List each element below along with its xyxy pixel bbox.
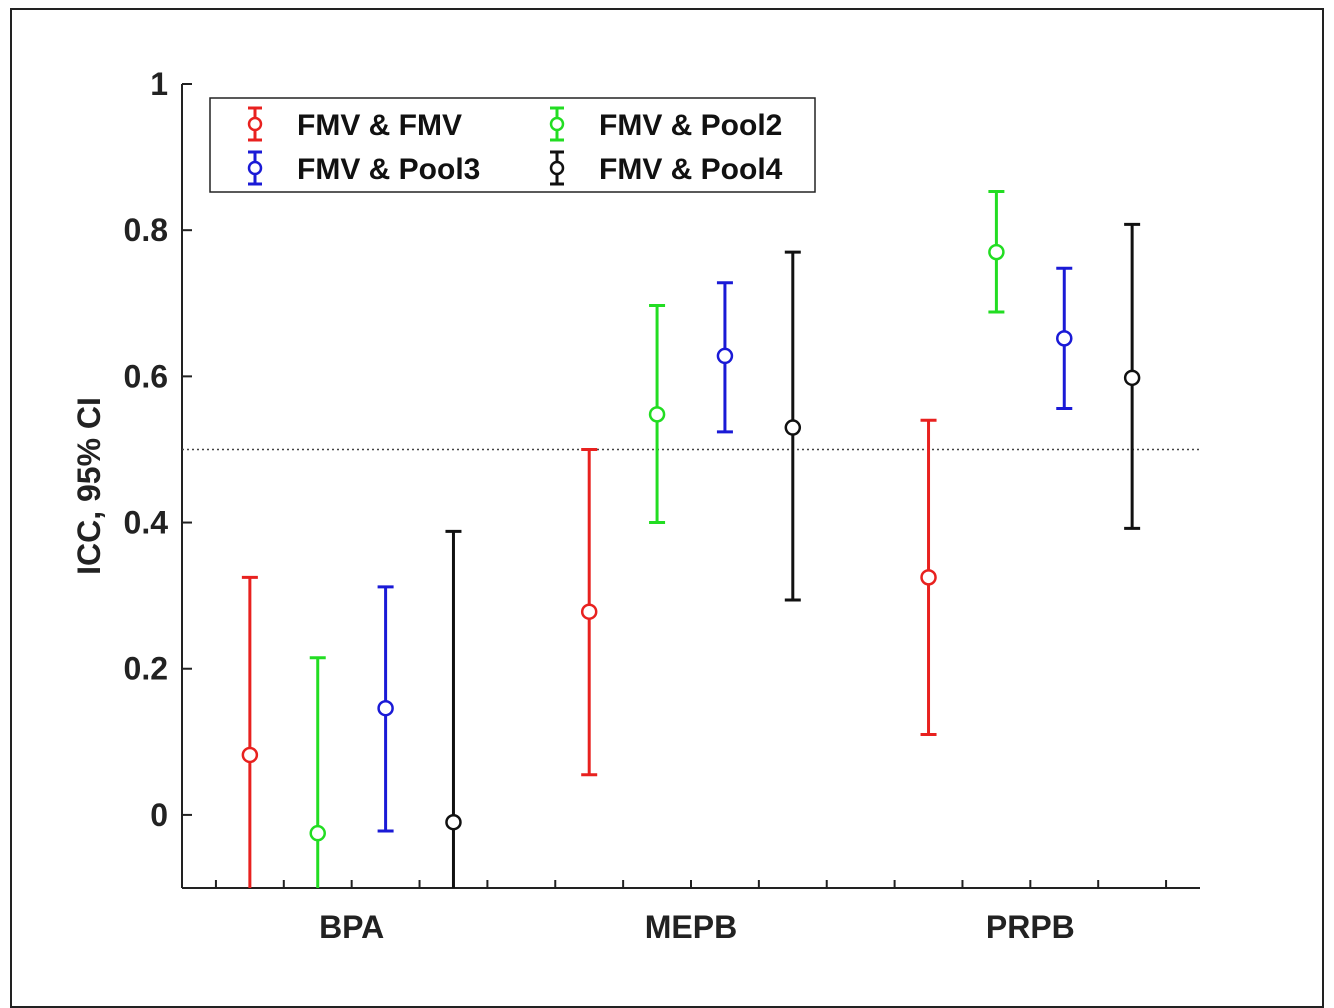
errorbar-point [716, 281, 734, 434]
errorbar-point [784, 250, 802, 602]
legend-label: FMV & Pool4 [599, 153, 783, 186]
y-tick-label: 0.6 [124, 358, 168, 394]
legend-marker [549, 160, 565, 176]
data-point-marker [988, 243, 1005, 261]
errorbar-point [920, 418, 937, 737]
category-label-bpa: BPA [319, 909, 384, 945]
data-point-marker [1056, 330, 1073, 347]
errorbar-point [988, 189, 1005, 314]
legend-entry: FMV & Pool2 [549, 106, 782, 142]
errorbar-point [241, 575, 259, 888]
errorbar-point [648, 303, 666, 525]
errorbar-point [1056, 266, 1073, 411]
errorbar-point [1123, 222, 1141, 530]
errorbar-point [445, 529, 462, 888]
y-tick-label: 0 [150, 797, 168, 833]
category-label-mepb: MEPB [645, 909, 737, 945]
legend-entry: FMV & Pool4 [549, 150, 783, 186]
legend-marker [247, 116, 263, 132]
errorbar-point [309, 656, 326, 888]
errorbar-point [580, 447, 598, 777]
data-point-marker [716, 347, 734, 365]
y-tick-label: 1 [150, 66, 168, 102]
y-tick-label: 0.8 [124, 212, 168, 248]
legend-entry: FMV & FMV [247, 106, 462, 142]
errorbar-point [377, 585, 394, 833]
legend-box [209, 97, 816, 193]
legend-label: FMV & FMV [297, 109, 462, 142]
data-point-marker [241, 746, 259, 764]
data-marks [241, 189, 1141, 888]
y-tick-label: 0.2 [124, 651, 168, 687]
y-tick-label: 0.4 [124, 505, 169, 541]
legend: FMV & FMV FMV & Pool2 FMV & Pool3 FMV & Poo… [209, 97, 816, 193]
axes: 0 0.2 0.4 0.6 0.8 1 BPA MEPB PRPB [124, 66, 1200, 945]
legend-label: FMV & Pool2 [599, 109, 782, 142]
legend-marker [549, 116, 565, 132]
data-point-marker [1123, 369, 1141, 387]
data-point-marker [580, 603, 598, 620]
data-point-marker [445, 813, 462, 831]
data-point-marker [920, 569, 937, 586]
category-label-prpb: PRPB [986, 909, 1075, 945]
data-point-marker [648, 406, 666, 423]
legend-label: FMV & Pool3 [297, 153, 480, 186]
data-point-marker [784, 419, 802, 436]
legend-entry: FMV & Pool3 [247, 150, 480, 186]
data-point-marker [309, 824, 326, 842]
data-point-marker [377, 699, 394, 717]
legend-marker [247, 160, 263, 176]
y-axis-label: ICC, 95% CI [71, 397, 107, 575]
